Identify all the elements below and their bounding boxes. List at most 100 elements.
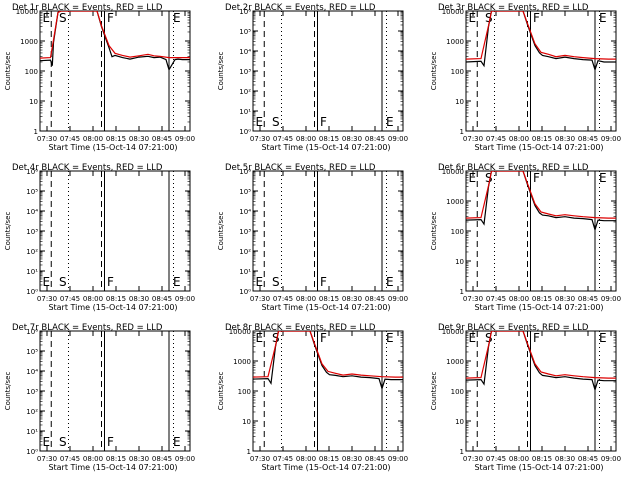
phase-marker-label: E xyxy=(173,11,181,25)
y-tick-label: 10³ xyxy=(26,228,38,236)
y-tick-label: 10⁵ xyxy=(239,28,251,36)
plot-frame xyxy=(39,330,191,452)
y-tick-label: 1000 xyxy=(233,358,251,366)
y-tick-label: 10¹ xyxy=(26,428,38,436)
chart-panel-8: Det 8r BLACK = Events, RED = LLD 1 10 100 10… xyxy=(217,323,408,472)
x-axis-label: Start Time (15-Oct-14 07:21:00) xyxy=(48,303,177,312)
plot-frame xyxy=(39,170,191,292)
phase-marker-label: E xyxy=(469,331,477,345)
y-tick-label: 10² xyxy=(239,88,251,96)
phase-marker-label: E xyxy=(469,11,477,25)
x-tick-label: 08:00 xyxy=(509,455,529,463)
phase-marker-label: E xyxy=(43,435,51,449)
phase-marker-label: S xyxy=(59,435,67,449)
y-tick-label: 10³ xyxy=(26,388,38,396)
x-tick-label: 08:00 xyxy=(83,135,103,143)
y-tick-label: 10³ xyxy=(239,228,251,236)
y-tick-label: 10² xyxy=(26,248,38,256)
y-axis-label: Counts/sec xyxy=(4,372,12,411)
y-tick-label: 10⁴ xyxy=(26,368,38,376)
x-tick-label: 08:45 xyxy=(152,135,172,143)
chart-panel-4: Det 4r BLACK = Events, RED = LLD 10⁰ 10¹ 10… xyxy=(4,163,195,312)
y-tick-label: 1 xyxy=(460,288,464,296)
phase-marker-label: S xyxy=(272,115,280,129)
y-tick-label: 10 xyxy=(455,98,464,106)
y-tick-label: 100 xyxy=(25,68,38,76)
x-tick-label: 07:30 xyxy=(463,135,483,143)
x-tick-label: 07:45 xyxy=(486,455,506,463)
y-tick-label: 100 xyxy=(451,388,464,396)
y-tick-label: 10 xyxy=(242,418,251,426)
phase-marker-label: E xyxy=(43,275,51,289)
x-tick-label: 08:30 xyxy=(555,455,575,463)
y-tick-label: 10⁶ xyxy=(26,328,38,336)
x-tick-label: 08:45 xyxy=(578,295,598,303)
x-tick-label: 08:45 xyxy=(365,135,385,143)
y-tick-label: 10⁴ xyxy=(239,48,251,56)
y-axis-label: Counts/sec xyxy=(430,212,438,251)
y-axis-label: Counts/sec xyxy=(4,212,12,251)
phase-marker-label: F xyxy=(320,275,327,289)
x-tick-label: 08:30 xyxy=(342,135,362,143)
phase-marker-label: E xyxy=(599,171,607,185)
phase-marker-label: E xyxy=(173,275,181,289)
chart-title: Det 7r BLACK = Events, RED = LLD xyxy=(12,323,163,333)
y-tick-label: 1 xyxy=(460,448,464,456)
y-tick-label: 10⁰ xyxy=(26,448,38,456)
y-tick-label: 10000 xyxy=(442,8,464,16)
phase-marker-label: E xyxy=(256,115,264,129)
x-tick-label: 07:30 xyxy=(250,135,270,143)
x-tick-label: 08:45 xyxy=(152,455,172,463)
y-tick-label: 10⁵ xyxy=(26,188,38,196)
plot-frame xyxy=(252,170,404,292)
y-tick-label: 100 xyxy=(451,68,464,76)
x-tick-label: 07:30 xyxy=(463,455,483,463)
phase-marker-label: E xyxy=(469,171,477,185)
x-tick-label: 08:00 xyxy=(509,295,529,303)
phase-marker-label: F xyxy=(533,11,540,25)
x-tick-label: 08:30 xyxy=(129,135,149,143)
y-tick-label: 10⁵ xyxy=(239,188,251,196)
chart-panel-6: Det 6r BLACK = Events, RED = LLD 1 10 100 10… xyxy=(430,163,621,312)
chart-title: Det 3r BLACK = Events, RED = LLD xyxy=(438,3,589,13)
x-tick-label: 07:30 xyxy=(37,295,57,303)
y-tick-label: 10⁰ xyxy=(239,128,251,136)
x-tick-label: 08:45 xyxy=(365,295,385,303)
x-tick-label: 07:45 xyxy=(60,295,80,303)
x-axis-label: Start Time (15-Oct-14 07:21:00) xyxy=(261,303,390,312)
x-tick-label: 08:15 xyxy=(532,295,552,303)
x-tick-label: 08:30 xyxy=(555,135,575,143)
x-tick-label: 08:15 xyxy=(319,295,339,303)
y-tick-label: 10⁵ xyxy=(26,348,38,356)
phase-marker-label: F xyxy=(107,275,114,289)
x-tick-label: 09:00 xyxy=(175,455,195,463)
y-tick-label: 100 xyxy=(238,388,251,396)
phase-marker-label: S xyxy=(272,275,280,289)
x-tick-label: 07:45 xyxy=(273,295,293,303)
phase-marker-label: E xyxy=(173,435,181,449)
x-tick-label: 07:45 xyxy=(60,455,80,463)
chart-title: Det 8r BLACK = Events, RED = LLD xyxy=(225,323,376,333)
phase-marker-label: S xyxy=(485,171,493,185)
x-tick-label: 08:15 xyxy=(106,455,126,463)
y-tick-label: 100 xyxy=(451,228,464,236)
lld-series-line xyxy=(466,171,616,219)
x-tick-label: 08:00 xyxy=(296,455,316,463)
y-tick-label: 10⁶ xyxy=(239,168,251,176)
y-tick-label: 10000 xyxy=(442,328,464,336)
x-tick-label: 07:30 xyxy=(250,295,270,303)
phase-marker-label: F xyxy=(533,331,540,345)
x-tick-label: 07:45 xyxy=(273,135,293,143)
x-tick-label: 08:30 xyxy=(342,295,362,303)
y-tick-label: 10⁴ xyxy=(26,208,38,216)
y-tick-label: 1000 xyxy=(20,38,38,46)
y-axis-label: Counts/sec xyxy=(217,372,225,411)
phase-marker-label: S xyxy=(59,11,67,25)
x-tick-label: 07:45 xyxy=(273,455,293,463)
y-tick-label: 10³ xyxy=(239,68,251,76)
chart-title: Det 4r BLACK = Events, RED = LLD xyxy=(12,163,163,173)
y-axis-label: Counts/sec xyxy=(430,52,438,91)
x-axis-label: Start Time (15-Oct-14 07:21:00) xyxy=(261,143,390,152)
phase-marker-label: E xyxy=(256,275,264,289)
x-tick-label: 07:30 xyxy=(37,135,57,143)
